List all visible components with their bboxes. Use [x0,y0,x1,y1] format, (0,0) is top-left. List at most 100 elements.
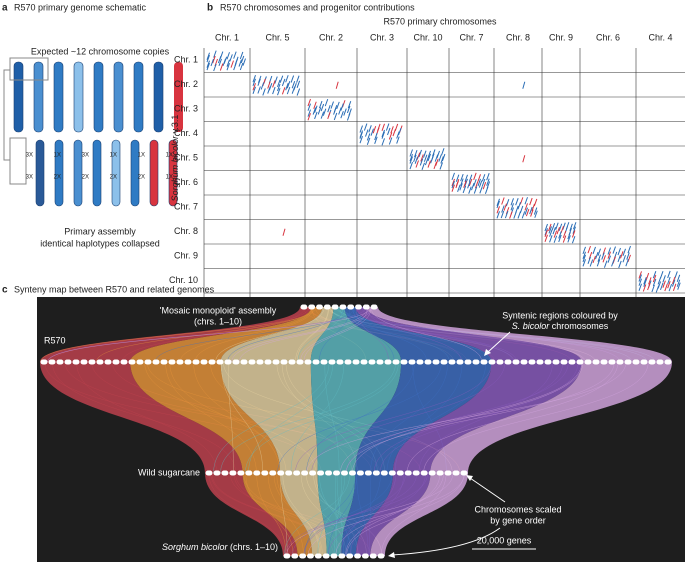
synteny-dash [317,107,322,115]
chromosome-block [640,359,648,365]
synteny-dash [460,173,464,182]
synteny-dash [414,149,418,158]
synteny-strand [213,361,330,474]
chromosome-block [616,359,624,365]
synteny-dash [549,235,553,243]
synteny-dash [423,150,427,158]
synteny-strand [317,472,346,557]
synteny-dash [222,58,226,67]
copy-label: 2X [138,175,145,181]
synteny-dash [455,180,459,189]
chromosome-block [325,470,333,476]
synteny-dash [296,75,300,83]
chromosome-block [452,470,460,476]
synteny-dash [455,174,460,182]
chromosome-block [608,359,616,365]
chromosome-block [361,553,369,559]
chromosome-block [248,359,256,365]
synteny-strand [228,361,234,474]
chromosome-block [88,359,96,365]
synteny-dash [519,197,524,205]
chromosome-block [272,359,280,365]
synteny-dash [257,78,261,86]
chromosome-block [64,359,72,365]
synteny-strand [304,472,356,557]
synteny-dash [285,75,289,83]
chromosome-block [488,359,496,365]
synteny-strand [227,306,345,363]
synteny-dash [366,137,371,146]
synteny-dash [440,156,444,164]
chromosome-block [208,359,216,365]
synteny-strand [346,472,465,557]
copy-label: 2X [110,175,117,181]
syntenic-label: S. bicolor chromosomes [512,321,609,331]
chromosome-block [40,359,48,365]
chromosome-block [536,359,544,365]
chromosome [53,61,64,133]
synteny-dash [340,103,344,111]
synteny-dash [396,136,400,144]
synteny-strand [345,361,615,474]
synteny-dash [556,227,560,235]
chromosome-block [388,470,396,476]
column-label: Chr. 1 [215,32,239,42]
synteny-dash [420,154,424,162]
row-label: Chr. 8 [174,226,198,236]
synteny-dash [677,282,681,290]
chromosome-block [456,359,464,365]
synteny-dash [233,51,237,59]
chromosome-block [229,470,237,476]
synteny-dash [451,172,455,181]
chromosome-block [316,304,323,310]
synteny-band [317,473,356,556]
chromosome-block [80,359,88,365]
chromosome-block [322,553,330,559]
synteny-dash [553,235,558,243]
synteny-dash [657,277,662,285]
chromosome-block [144,359,152,365]
chromosome-block [253,470,261,476]
y-title-italic: Sorghum bicolor [170,135,180,202]
synteny-dash [285,83,289,91]
chromosome-block [464,359,472,365]
synteny-dash [335,81,339,89]
synteny-band [40,362,243,473]
copy-label: 1X [166,175,173,181]
chromosome-block [200,359,208,365]
chromosome-block [168,359,176,365]
copy-label: 1X [110,153,117,159]
synteny-dash [622,255,626,263]
arrow [391,527,501,556]
synteny-dash [552,227,556,235]
chromosome-block [424,359,432,365]
chromosome-block [592,359,600,365]
chromosome-block [544,359,552,365]
synteny-dash [457,184,461,192]
chromosome-block [352,359,360,365]
chromosome-block [380,470,388,476]
chromosome [92,139,102,207]
synteny-dash [291,86,296,94]
synteny-dash [582,251,586,260]
synteny-dash [558,231,562,239]
dot-plot: Chr. 1 Chr. 5 Chr. 2 Chr. 3 Chr. 10 Chr. 7 Chr… [169,32,685,305]
synteny-dash [618,260,622,269]
synteny-dash [434,154,439,162]
synteny-dash [622,248,626,257]
synteny-dash [441,148,445,156]
synteny-strand [340,361,583,474]
chromosome-block [600,359,608,365]
synteny-dash [676,274,681,283]
synteny-dash [473,179,477,187]
chromosome [73,139,83,207]
synteny-dash [562,235,567,243]
synteny-dash [286,86,291,95]
copy-label: 1X [166,153,173,159]
synteny-dash [534,210,538,218]
chromosome [13,61,24,133]
synteny-dash [359,136,363,144]
synteny-strand [423,361,649,474]
connector [3,69,10,161]
synteny-strand [193,361,280,474]
